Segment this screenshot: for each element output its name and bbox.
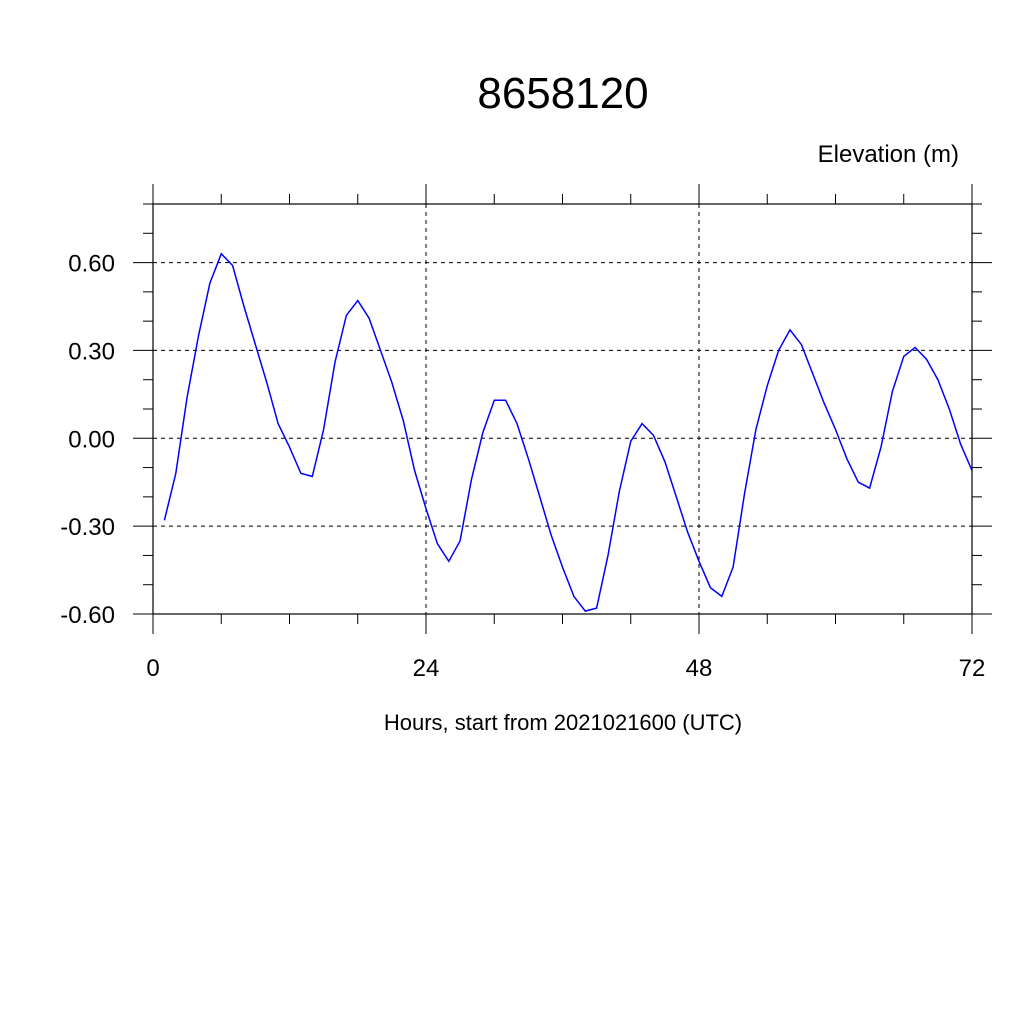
- y-tick-label: -0.30: [60, 514, 115, 541]
- series-line: [163, 252, 973, 612]
- tick-labels: 0 24 48 72 0.60 0.30 0.00 -0.30 -0.60: [60, 251, 985, 682]
- y-tick-label: 0.30: [68, 338, 115, 365]
- y-tick-label: 0.60: [68, 251, 115, 278]
- x-tick-label: 24: [413, 655, 440, 682]
- y-tick-label: 0.00: [68, 426, 115, 453]
- chart-title: 8658120: [477, 69, 648, 118]
- series-layer: [163, 252, 973, 612]
- plot-frame: [152, 203, 973, 615]
- x-tick-label: 0: [146, 655, 159, 682]
- y-tick-label: -0.60: [60, 602, 115, 629]
- ticks: [133, 184, 992, 634]
- grid: [153, 204, 972, 615]
- x-tick-label: 72: [959, 655, 986, 682]
- x-tick-label: 48: [686, 655, 713, 682]
- y-unit-label: Elevation (m): [818, 141, 959, 168]
- x-axis-label: Hours, start from 2021021600 (UTC): [384, 710, 742, 735]
